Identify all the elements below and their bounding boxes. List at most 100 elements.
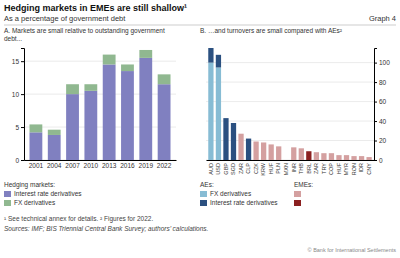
y-tick-mark xyxy=(21,160,24,161)
legend-swatch xyxy=(200,200,207,206)
legend-title: AEs: xyxy=(200,181,214,188)
bar xyxy=(238,133,243,134)
x-tick-label: 2007 xyxy=(65,162,80,169)
bars xyxy=(29,50,170,160)
legend-swatch xyxy=(200,191,207,197)
x-tick-label: HUF xyxy=(268,162,274,174)
x-tick-label: INR xyxy=(291,163,297,173)
bar xyxy=(158,84,171,160)
bar xyxy=(29,124,42,132)
y-axis-line xyxy=(375,49,378,161)
bar xyxy=(359,156,364,160)
bar xyxy=(48,135,61,160)
y-tick-label: 60 xyxy=(379,98,387,105)
title: Hedging markets in EMEs are still shallo… xyxy=(4,3,187,13)
grid-line xyxy=(24,94,176,95)
bar xyxy=(208,63,213,160)
bar xyxy=(66,84,79,94)
bar xyxy=(223,118,228,119)
x-tick: 2004 xyxy=(47,160,62,169)
y-tick: 0 xyxy=(15,157,24,164)
x-tick-label: 2013 xyxy=(102,162,117,169)
copyright: © Bank for International Settlements xyxy=(308,247,397,253)
y-tick: 80 xyxy=(374,79,387,86)
y-tick: 20 xyxy=(374,137,387,144)
bar xyxy=(261,142,266,143)
y-tick-mark xyxy=(374,82,377,83)
x-tick: 2019 xyxy=(139,160,154,169)
panel: A. Markets are small relative to outstan… xyxy=(4,27,177,206)
y-axis-line xyxy=(21,49,25,161)
x-tick-label: 2022 xyxy=(157,162,172,169)
x-tick: COP xyxy=(328,160,334,175)
y-tick: 100 xyxy=(374,59,390,66)
x-tick-label: TRY xyxy=(321,163,327,174)
x-tick-label: 2004 xyxy=(47,162,62,169)
x-tick-label: PLN xyxy=(275,163,281,174)
x-tick-label: CZK xyxy=(253,163,259,174)
bar xyxy=(223,118,228,119)
bar xyxy=(84,84,97,91)
x-tick: 2016 xyxy=(120,160,135,169)
bar xyxy=(216,55,221,68)
x-tick: RON xyxy=(351,160,357,175)
bar xyxy=(344,155,349,160)
bar xyxy=(321,153,326,160)
separator xyxy=(4,25,396,26)
legend-label-line: FX derivatives xyxy=(210,190,252,197)
legend-label-line: Interest rate derivatives xyxy=(210,199,278,206)
x-tick-label: CLP xyxy=(245,163,251,174)
bar xyxy=(103,55,116,65)
bar xyxy=(121,64,134,71)
x-tick: 2013 xyxy=(102,160,117,169)
bar xyxy=(231,123,236,160)
sources-line: Sources: IMF; BIS Triennial Central Bank… xyxy=(4,225,209,233)
grid-line xyxy=(206,121,374,122)
x-tick: 2007 xyxy=(65,160,80,169)
y-tick-mark xyxy=(21,61,24,62)
series xyxy=(238,134,371,160)
y-tick: 40 xyxy=(374,118,387,125)
y-tick: 10 xyxy=(12,91,24,98)
bar xyxy=(246,138,251,139)
bar xyxy=(261,142,266,160)
bar xyxy=(269,144,274,160)
x-tick: 2010 xyxy=(84,160,99,169)
y-tick-label: 10 xyxy=(12,91,20,98)
y-tick-label: 0 xyxy=(15,157,19,164)
x-tick: 2022 xyxy=(157,160,172,169)
x-tick-label: BRL xyxy=(306,163,312,174)
bar xyxy=(329,153,334,154)
legend-title: EMEs: xyxy=(294,181,313,188)
bar xyxy=(231,122,236,123)
x-tick: CZK xyxy=(253,160,259,174)
x-tick-label: IDR xyxy=(358,163,364,173)
x-tick: HUF xyxy=(336,160,342,174)
bar xyxy=(231,122,236,123)
x-tick-label: AUD xyxy=(208,163,214,175)
bar xyxy=(139,58,152,160)
chart: Hedging markets in EMEs are still shallo… xyxy=(0,0,400,258)
bar xyxy=(216,54,221,55)
bar xyxy=(366,157,371,160)
grid xyxy=(206,63,374,160)
x-tick: CLP xyxy=(245,160,251,174)
legend-label: Interest rate derivatives xyxy=(210,199,278,206)
x-tick: THB xyxy=(298,160,304,174)
bar xyxy=(291,147,296,160)
grid-line xyxy=(24,160,176,161)
x-tick-label: COP xyxy=(328,163,334,175)
legend-swatch xyxy=(4,191,11,197)
bar xyxy=(321,153,326,154)
bar xyxy=(314,152,319,153)
bar xyxy=(291,147,296,148)
x-tick: 2001 xyxy=(29,160,44,169)
subtitle: As a percentage of government debt xyxy=(4,14,126,23)
y-tick-mark xyxy=(374,160,377,161)
panel: B. …and turnovers are small compared wit… xyxy=(200,27,390,206)
footnote: ¹ See technical annex for details. ² Fig… xyxy=(4,215,153,223)
bar xyxy=(269,144,274,145)
panel-title-line: B. …and turnovers are small compared wit… xyxy=(200,27,343,35)
x-tick-label: HUF xyxy=(336,162,342,174)
bar xyxy=(336,155,341,160)
